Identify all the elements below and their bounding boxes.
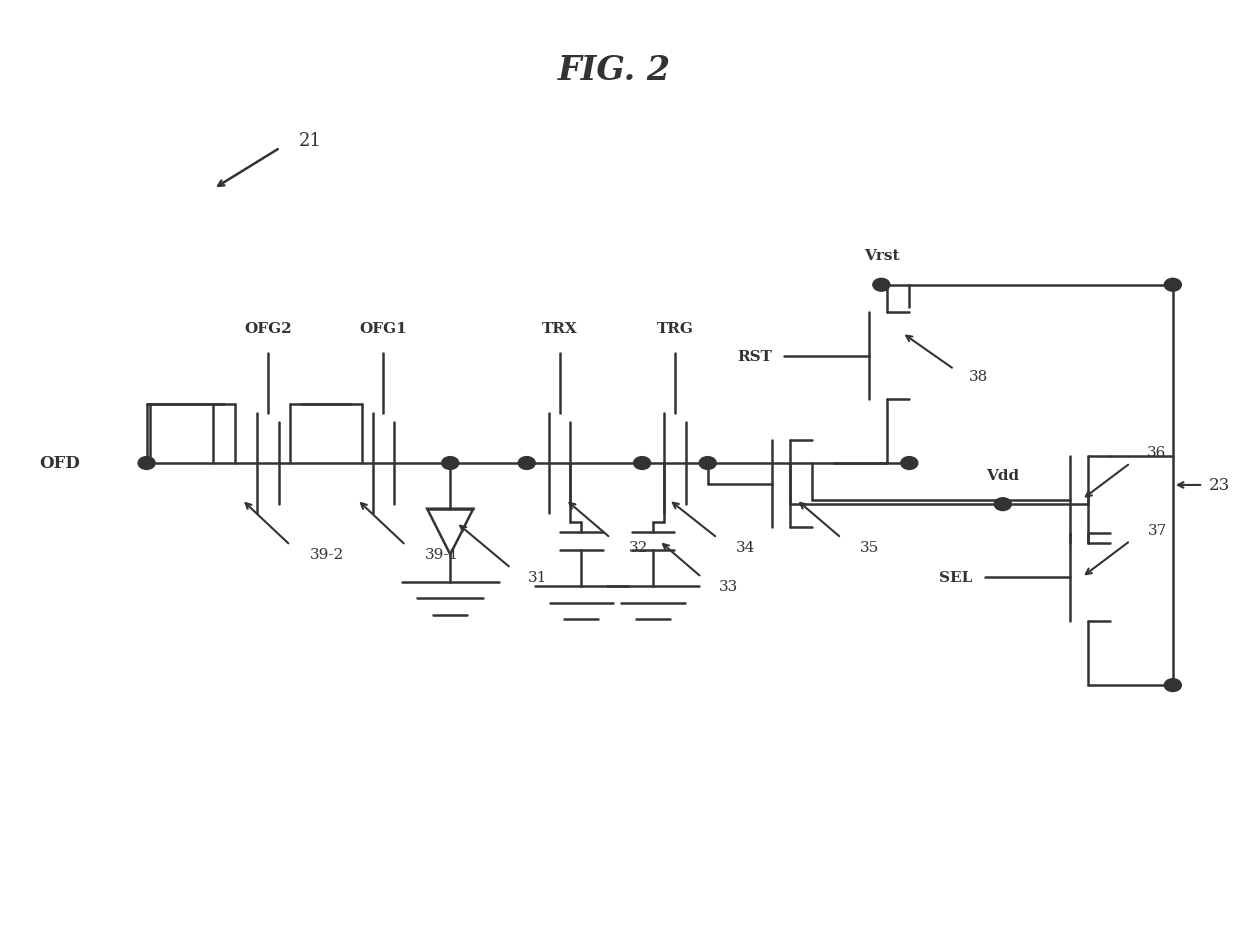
Circle shape [873, 279, 890, 292]
Text: SEL: SEL [939, 571, 972, 585]
Text: Vrst: Vrst [863, 249, 899, 263]
Text: OFG2: OFG2 [244, 322, 291, 336]
Text: 39-2: 39-2 [310, 548, 343, 562]
Circle shape [699, 457, 717, 470]
Circle shape [138, 457, 155, 470]
Circle shape [1164, 279, 1182, 292]
Text: RST: RST [738, 349, 773, 363]
Circle shape [518, 457, 536, 470]
Text: TRX: TRX [542, 322, 578, 336]
Text: 33: 33 [719, 579, 738, 594]
Text: 34: 34 [735, 540, 755, 554]
Circle shape [900, 457, 918, 470]
Text: 38: 38 [968, 369, 988, 383]
Text: Vdd: Vdd [986, 468, 1019, 482]
Text: 35: 35 [859, 540, 879, 554]
Circle shape [441, 457, 459, 470]
Text: 31: 31 [528, 571, 547, 585]
Text: 37: 37 [1147, 523, 1167, 537]
Text: 32: 32 [629, 540, 649, 554]
Circle shape [634, 457, 651, 470]
Text: OFG1: OFG1 [360, 322, 407, 336]
Text: 23: 23 [1209, 476, 1230, 494]
Circle shape [994, 498, 1012, 511]
Text: 36: 36 [1147, 446, 1167, 460]
Text: 39-1: 39-1 [425, 548, 459, 562]
Text: FIG. 2: FIG. 2 [558, 55, 671, 87]
Text: 21: 21 [299, 133, 321, 150]
Text: TRG: TRG [656, 322, 693, 336]
Text: OFD: OFD [38, 455, 79, 472]
Circle shape [1164, 679, 1182, 692]
